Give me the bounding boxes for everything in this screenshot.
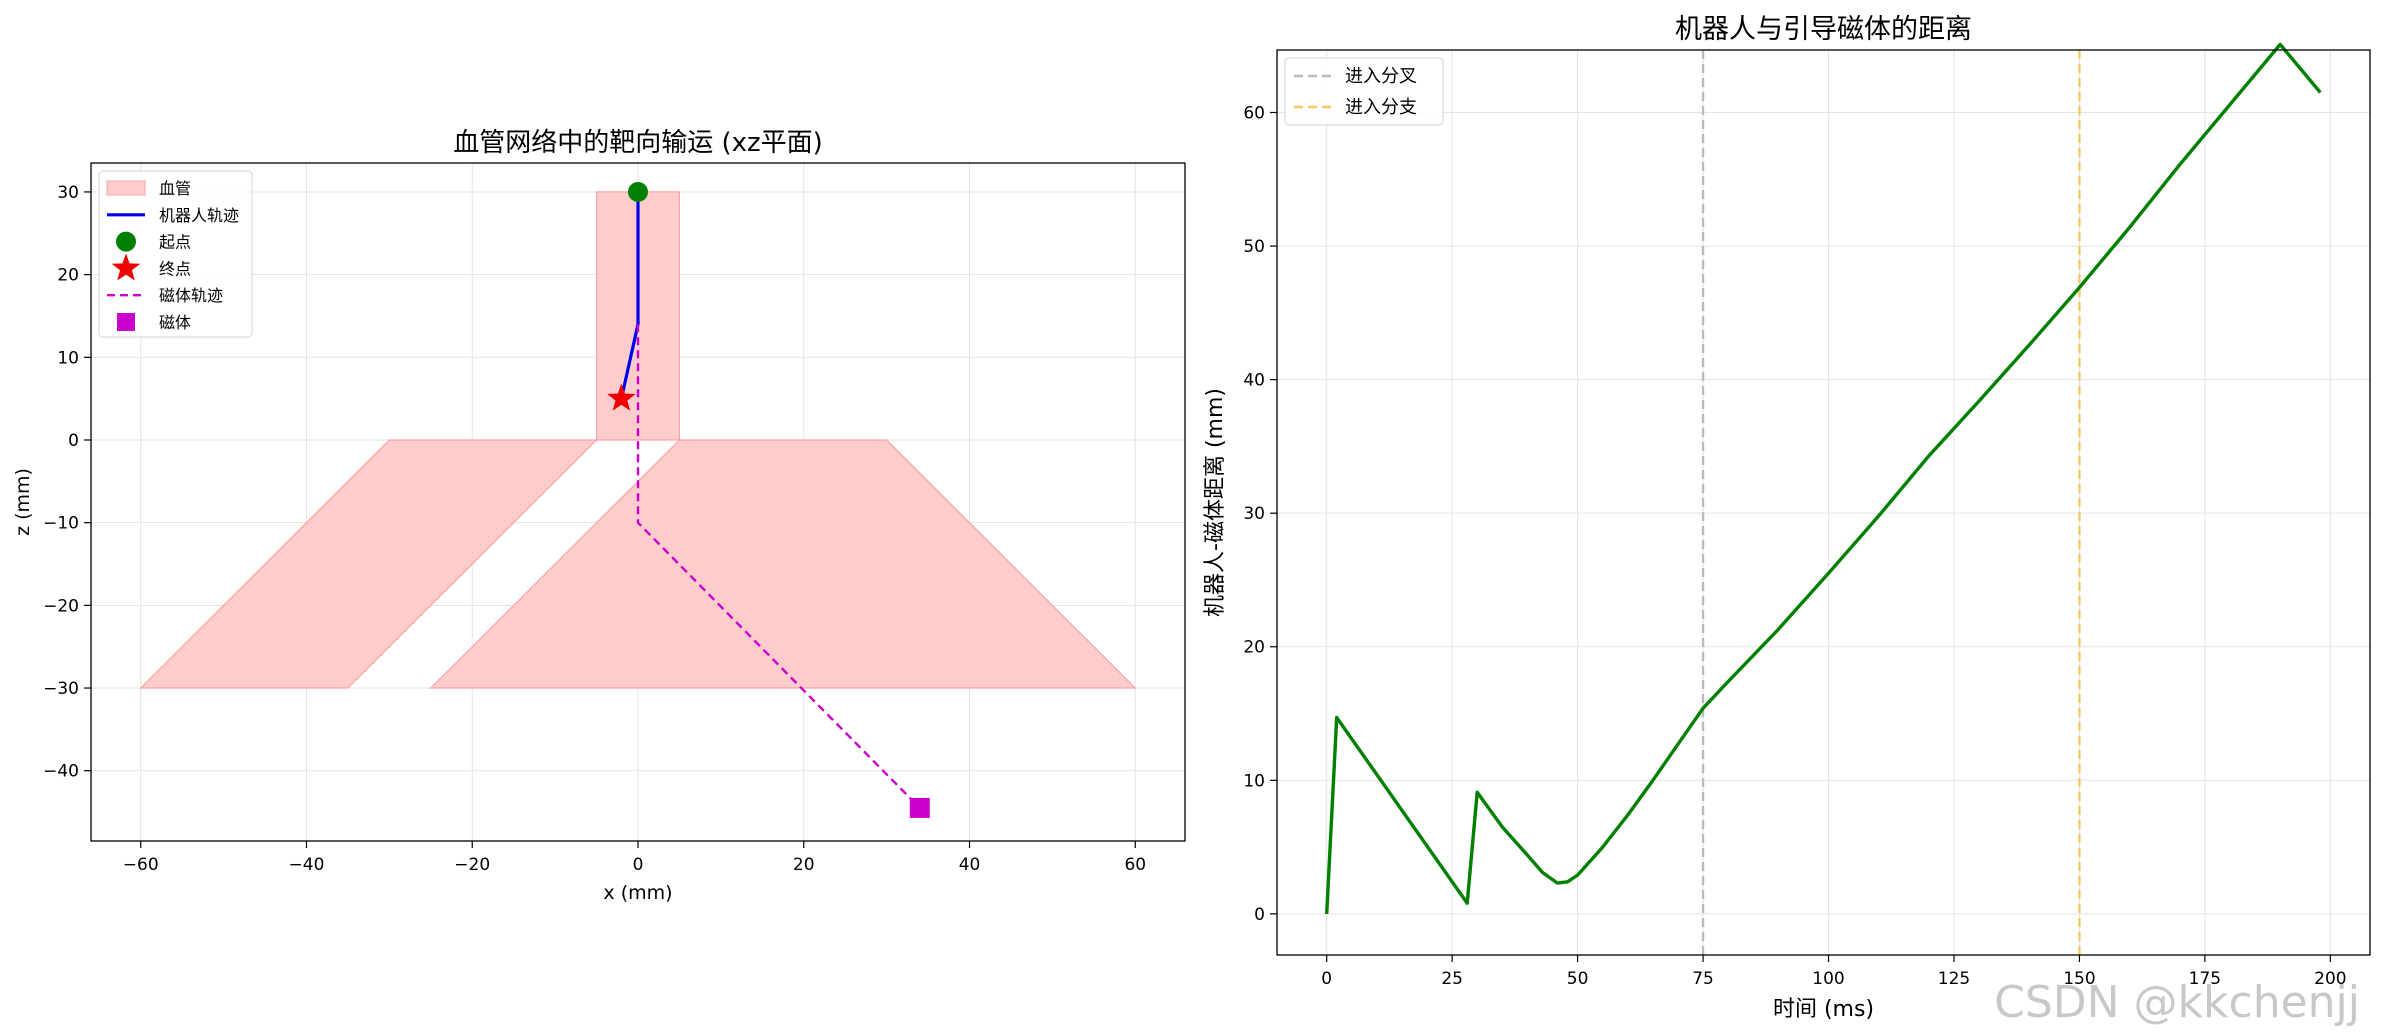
chart-title: 血管网络中的靶向输运 (xz平面) — [453, 128, 823, 158]
x-tick-label: 25 — [1441, 969, 1463, 989]
distance-series-line — [1325, 42, 2322, 914]
y-axis-label: 机器人-磁体距离 (mm) — [1203, 388, 1228, 617]
x-tick-label: −40 — [289, 855, 325, 875]
y-tick-label: 20 — [57, 266, 79, 286]
x-axis-label: 时间 (ms) — [1773, 997, 1874, 1022]
legend-label: 终点 — [159, 259, 191, 278]
end-point-marker — [607, 383, 636, 411]
y-tick-label: 60 — [1243, 104, 1265, 124]
y-tick-label: −30 — [43, 679, 79, 699]
legend-end-swatch — [111, 253, 141, 281]
x-tick-label: 20 — [793, 855, 815, 875]
y-tick-label: −40 — [43, 762, 79, 782]
x-axis-label: x (mm) — [603, 882, 672, 904]
x-tick-label: 0 — [1321, 969, 1332, 989]
x-tick-label: 75 — [1692, 969, 1714, 989]
legend-box — [1284, 57, 1444, 126]
magnet-marker — [909, 797, 930, 818]
vessel-segment — [139, 439, 599, 689]
y-tick-label: 40 — [1243, 371, 1265, 391]
x-tick-label: 150 — [2063, 969, 2095, 989]
legend-label: 起点 — [159, 233, 191, 252]
legend-vessel-swatch — [106, 180, 146, 196]
x-tick-label: −20 — [454, 855, 490, 875]
chart-title: 机器人与引导磁体的距离 — [1675, 14, 1972, 45]
y-tick-label: 0 — [1254, 905, 1265, 925]
x-tick-label: 50 — [1567, 969, 1589, 989]
x-tick-label: 60 — [1124, 855, 1146, 875]
y-tick-label: 10 — [1243, 771, 1265, 791]
x-tick-label: 0 — [633, 855, 644, 875]
x-tick-label: 200 — [2314, 969, 2346, 989]
legend-magnet-swatch — [117, 313, 135, 331]
x-tick-label: 125 — [1938, 969, 1970, 989]
x-tick-label: 100 — [1812, 969, 1844, 989]
y-tick-label: 30 — [57, 183, 79, 203]
y-tick-label: −20 — [43, 596, 79, 616]
vessel-trajectory-chart: −60 −40 −20 0 20 40 60 −40 −30 −20 −10 0 10 20 30 血管网络中… — [12, 128, 1186, 904]
watermark: CSDN @kkchenjj — [1994, 977, 2360, 1028]
legend-label: 血管 — [159, 179, 191, 198]
legend-label: 磁体轨迹 — [159, 286, 223, 305]
vessel-segment — [429, 439, 1137, 689]
y-tick-label: 0 — [68, 431, 79, 451]
legend-label: 磁体 — [159, 313, 191, 332]
legend-label: 机器人轨迹 — [159, 206, 239, 225]
plot-frame — [1276, 49, 2371, 956]
legend-label: 进入分叉 — [1345, 66, 1417, 87]
x-tick-label: 175 — [2189, 969, 2221, 989]
legend-label: 进入分支 — [1345, 97, 1417, 118]
x-tick-label: −60 — [123, 855, 159, 875]
magnet-trajectory-line — [636, 324, 921, 809]
y-tick-label: 30 — [1243, 504, 1265, 524]
start-point-marker — [628, 181, 648, 202]
y-tick-label: 50 — [1243, 237, 1265, 257]
y-tick-label: 20 — [1243, 638, 1265, 658]
x-tick-label: 40 — [959, 855, 981, 875]
y-tick-label: 10 — [57, 348, 79, 368]
legend-start-swatch — [116, 231, 136, 252]
y-axis-label: z (mm) — [12, 468, 34, 536]
y-tick-label: −10 — [43, 514, 79, 534]
distance-chart: 0 25 50 75 100 125 150 175 200 0 10 20 30 40 50 60 机器人与引… — [1203, 14, 2371, 1022]
